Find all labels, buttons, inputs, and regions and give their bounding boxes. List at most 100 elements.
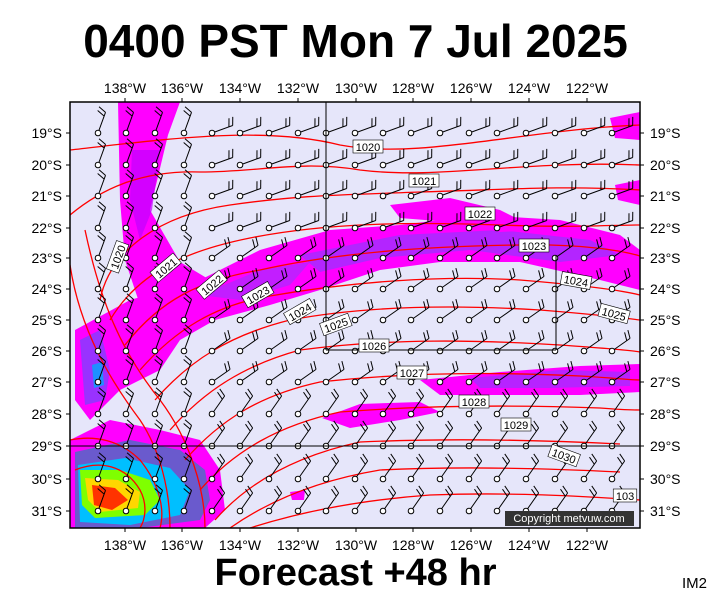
longitude-label: 134°W xyxy=(219,80,262,96)
wind-barb xyxy=(322,453,340,483)
isobar-label: 1021 xyxy=(408,173,440,188)
wind-barb xyxy=(236,148,262,169)
wind-barb xyxy=(465,236,488,262)
wind-barb xyxy=(180,324,192,355)
longitude-label: 126°W xyxy=(450,80,493,96)
wind-barb xyxy=(379,267,402,293)
wind-barb xyxy=(407,485,425,515)
wind-barb xyxy=(122,324,134,355)
wind-barb xyxy=(294,485,312,515)
wind-barb xyxy=(608,267,631,293)
wind-barb xyxy=(236,211,262,232)
wind-barb xyxy=(122,484,134,515)
latitude-label: 24°S xyxy=(31,281,62,297)
wind-barb xyxy=(522,453,540,483)
isobar-label: 1027 xyxy=(396,365,428,380)
longitude-label: 138°W xyxy=(104,537,147,553)
wind-barb xyxy=(580,236,603,262)
wind-barb xyxy=(294,236,317,262)
wind-barb xyxy=(551,360,574,386)
wind-barb xyxy=(351,485,369,515)
wind-barb xyxy=(265,360,288,386)
latitude-labels-left: 19°S 20°S 21°S 22°S 23°S 24°S 25°S 26°S 27°S 28°S… xyxy=(31,125,70,519)
wind-barb xyxy=(180,387,192,418)
wind-barb xyxy=(208,453,226,483)
latitude-label: 22°S xyxy=(31,220,62,236)
wind-barb xyxy=(493,148,519,169)
latitude-label: 20°S xyxy=(31,157,62,173)
wind-barb xyxy=(351,388,369,418)
wind-barb xyxy=(493,267,516,293)
wind-barb xyxy=(379,179,405,200)
svg-text:1028: 1028 xyxy=(462,397,486,409)
wind-barb xyxy=(122,293,134,324)
wind-barb xyxy=(151,387,163,418)
wind-barb xyxy=(379,116,405,137)
wind-barb xyxy=(608,211,634,232)
latitude-label: 29°S xyxy=(31,438,62,454)
longitude-label: 132°W xyxy=(277,80,320,96)
latitude-label: 23°S xyxy=(31,250,62,266)
wind-barb xyxy=(522,298,545,324)
map-frame xyxy=(69,101,641,529)
longitude-label: 130°W xyxy=(335,537,378,553)
wind-barb xyxy=(208,179,234,200)
longitude-label: 130°W xyxy=(335,80,378,96)
wind-barb xyxy=(608,388,626,418)
latitude-label: 27°S xyxy=(31,374,62,390)
svg-text:1026: 1026 xyxy=(362,341,386,353)
rain-area xyxy=(615,180,640,205)
wind-barb xyxy=(94,387,106,418)
copyright-box xyxy=(505,511,634,526)
wind-barb xyxy=(465,420,483,450)
wind-barb xyxy=(379,298,402,324)
wind-barb xyxy=(522,211,548,232)
isobar-label: 1024 xyxy=(559,271,593,290)
latitude-label: 19°S xyxy=(31,125,62,141)
wind-barb xyxy=(122,262,134,293)
wind-barb xyxy=(208,116,234,137)
wind-barb xyxy=(208,360,231,386)
wind-barb xyxy=(351,360,374,386)
wind-barb xyxy=(322,360,345,386)
wind-barb xyxy=(436,179,462,200)
wind-barb xyxy=(180,201,192,232)
wind-barb xyxy=(351,236,374,262)
latitude-label: 26°S xyxy=(31,343,62,359)
wind-barb xyxy=(608,116,634,137)
wind-barb xyxy=(151,324,163,355)
wind-barb xyxy=(265,485,283,515)
latitude-label: 30°S xyxy=(31,471,62,487)
wind-barb xyxy=(407,116,433,137)
wind-barb xyxy=(580,360,603,386)
wind-barb xyxy=(122,201,134,232)
wind-barb xyxy=(493,485,511,515)
wind-barb xyxy=(236,236,259,262)
latitude-labels-right: 19°S 20°S 21°S 22°S 23°S 24°S 25°S 26°S 27°S 28°S… xyxy=(640,125,681,519)
wind-barb xyxy=(465,179,491,200)
wind-barb xyxy=(151,355,163,386)
wind-barb xyxy=(122,419,134,450)
wind-barb xyxy=(522,360,545,386)
longitude-label: 128°W xyxy=(392,80,435,96)
wind-barb xyxy=(151,169,163,200)
wind-barb xyxy=(608,420,626,450)
latitude-label: 24°S xyxy=(650,281,681,297)
wind-barb xyxy=(608,236,631,262)
wind-barb xyxy=(436,236,459,262)
wind-barb xyxy=(407,453,425,483)
longitude-label: 138°W xyxy=(104,80,147,96)
isobar-label: 1022 xyxy=(464,206,496,221)
map-code: IM2 xyxy=(681,575,707,592)
wind-barb xyxy=(493,179,519,200)
wind-barb xyxy=(180,293,192,324)
wind-barb xyxy=(551,211,577,232)
wind-barb xyxy=(436,267,459,293)
wind-barb xyxy=(551,148,577,169)
rain-core xyxy=(200,262,310,300)
latitude-label: 29°S xyxy=(650,438,681,454)
wind-barb xyxy=(236,388,254,418)
wind-barb xyxy=(265,211,291,232)
wind-barb xyxy=(580,453,598,483)
